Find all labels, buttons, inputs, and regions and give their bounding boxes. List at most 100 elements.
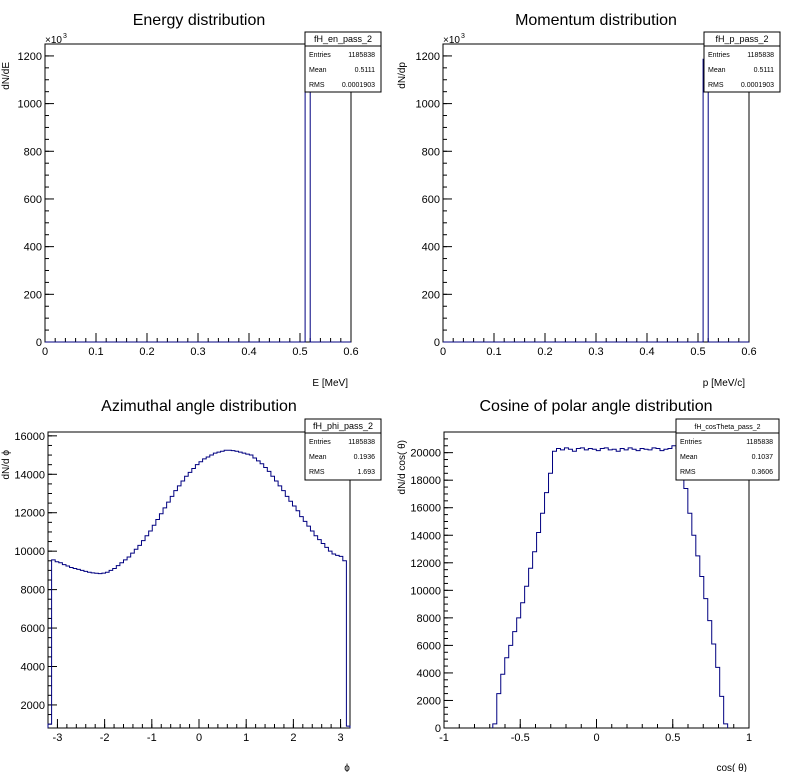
x-tick-label: 0 <box>42 346 48 358</box>
y-tick-label: 10000 <box>410 585 441 597</box>
y-tick-label: 14000 <box>410 530 441 542</box>
y-tick-label: 2000 <box>417 695 441 707</box>
x-axis-label: cos( θ) <box>716 763 747 772</box>
y-tick-label: 1200 <box>416 51 440 63</box>
stats-label: RMS <box>680 469 696 476</box>
x-tick-label: 0.6 <box>741 346 756 358</box>
y-tick-label: 14000 <box>14 469 45 481</box>
y-tick-label: 1000 <box>18 99 42 111</box>
x-tick-label: 0 <box>196 732 202 744</box>
chart-title: Azimuthal angle distribution <box>101 398 297 415</box>
y-tick-label: 12000 <box>410 558 441 570</box>
y-tick-label: 12000 <box>14 508 45 520</box>
y-axis-label: dN/dE <box>1 62 12 90</box>
x-tick-label: -3 <box>53 732 63 744</box>
histogram-line <box>47 449 351 728</box>
stats-label: Entries <box>680 439 702 446</box>
x-tick-label: 0.3 <box>190 346 205 358</box>
stats-label: RMS <box>708 82 724 89</box>
x-tick-label: 0.2 <box>537 346 552 358</box>
stats-name: fH_cosTheta_pass_2 <box>694 424 760 431</box>
stats-box: fH_p_pass_2 Entries 1185838 Mean 0.5111 RMS 0.… <box>703 31 781 93</box>
x-tick-label: 1 <box>243 732 249 744</box>
y-tick-label: 4000 <box>21 661 45 673</box>
stats-box-frame <box>304 418 382 481</box>
y-exponent: ×10 <box>45 35 62 46</box>
stats-value: 1185838 <box>348 439 375 446</box>
x-tick-label: 0.1 <box>88 346 103 358</box>
y-axis-label: dN/d ϕ <box>1 450 12 480</box>
stats-label: RMS <box>309 82 325 89</box>
x-tick-label: 0.1 <box>486 346 501 358</box>
y-tick-label: 400 <box>24 242 42 254</box>
stats-label: RMS <box>309 469 325 476</box>
y-tick-label: 8000 <box>417 613 441 625</box>
x-tick-label: 3 <box>338 732 344 744</box>
chart-title: Energy distribution <box>133 12 266 29</box>
x-tick-label: 0.3 <box>588 346 603 358</box>
stats-value: 1.693 <box>357 469 375 476</box>
x-tick-label: 0 <box>593 732 599 744</box>
stats-box-frame <box>703 31 781 93</box>
stats-value: 0.5111 <box>355 67 375 74</box>
histogram-line <box>492 445 729 728</box>
stats-box: fH_cosTheta_pass_2 Entries 1185838 Mean 0.10… <box>675 418 780 481</box>
stats-label: Mean <box>309 67 327 74</box>
y-tick-label: 800 <box>422 146 440 158</box>
y-axis-label: dN/d cos( θ) <box>397 440 408 494</box>
stats-box: fH_en_pass_2 Entries 1185838 Mean 0.5111 RMS 0… <box>304 31 382 93</box>
stats-label: Mean <box>680 454 698 461</box>
y-tick-label: 6000 <box>417 640 441 652</box>
y-tick-label: 18000 <box>410 475 441 487</box>
x-tick-label: 0.5 <box>690 346 705 358</box>
chart-panel-1: Energy distribution 0 0.1 0.2 0.3 0.4 0.5 0.6 0 2… <box>1 12 382 389</box>
y-exponent-power: 3 <box>461 33 465 40</box>
y-tick-label: 1200 <box>18 51 42 63</box>
x-tick-label: 0 <box>440 346 446 358</box>
y-tick-label: 600 <box>24 194 42 206</box>
stats-box: fH_phi_pass_2 Entries 1185838 Mean 0.1936 RMS… <box>304 418 382 481</box>
x-axis-label: ϕ <box>344 763 350 772</box>
stats-value: 0.1936 <box>354 454 376 461</box>
y-tick-label: 800 <box>24 146 42 158</box>
y-tick-label: 0 <box>36 337 42 349</box>
y-tick-label: 20000 <box>410 448 441 460</box>
stats-value: 0.3606 <box>752 469 774 476</box>
y-tick-label: 16000 <box>14 431 45 443</box>
x-axis-label: p [MeV/c] <box>703 378 745 389</box>
y-tick-label: 0 <box>435 723 441 735</box>
stats-value: 0.1037 <box>752 454 774 461</box>
x-tick-label: 1 <box>746 732 752 744</box>
stats-name: fH_phi_pass_2 <box>313 421 373 431</box>
histogram-line <box>443 58 749 343</box>
stats-value: 1185838 <box>348 52 375 59</box>
stats-label: Entries <box>309 439 331 446</box>
y-tick-label: 16000 <box>410 503 441 515</box>
stats-value: 0.0001903 <box>342 82 375 89</box>
stats-value: 0.0001903 <box>741 82 774 89</box>
x-tick-label: 0.6 <box>343 346 358 358</box>
stats-label: Mean <box>309 454 327 461</box>
stats-box-frame <box>675 418 780 481</box>
x-tick-label: -2 <box>100 732 110 744</box>
y-axis-label: dN/dp <box>397 62 408 89</box>
stats-value: 0.5111 <box>754 67 774 74</box>
stats-value: 1185838 <box>746 439 773 446</box>
y-tick-label: 200 <box>24 289 42 301</box>
stats-label: Entries <box>708 52 730 59</box>
y-tick-label: 8000 <box>21 585 45 597</box>
y-tick-label: 0 <box>434 337 440 349</box>
stats-label: Entries <box>309 52 331 59</box>
chart-panel-2: Momentum distribution 0 0.1 0.2 0.3 0.4 0.5 0.6… <box>397 12 781 389</box>
y-tick-label: 1000 <box>416 99 440 111</box>
y-tick-label: 600 <box>422 194 440 206</box>
stats-box-frame <box>304 31 382 93</box>
x-tick-label: 0.2 <box>139 346 154 358</box>
y-exponent: ×10 <box>443 35 460 46</box>
x-tick-label: -0.5 <box>511 732 530 744</box>
x-tick-label: 0.4 <box>639 346 654 358</box>
stats-value: 1185838 <box>747 52 774 59</box>
stats-name: fH_p_pass_2 <box>715 34 768 44</box>
x-tick-label: 0.5 <box>665 732 680 744</box>
chart-title: Cosine of polar angle distribution <box>479 398 712 415</box>
